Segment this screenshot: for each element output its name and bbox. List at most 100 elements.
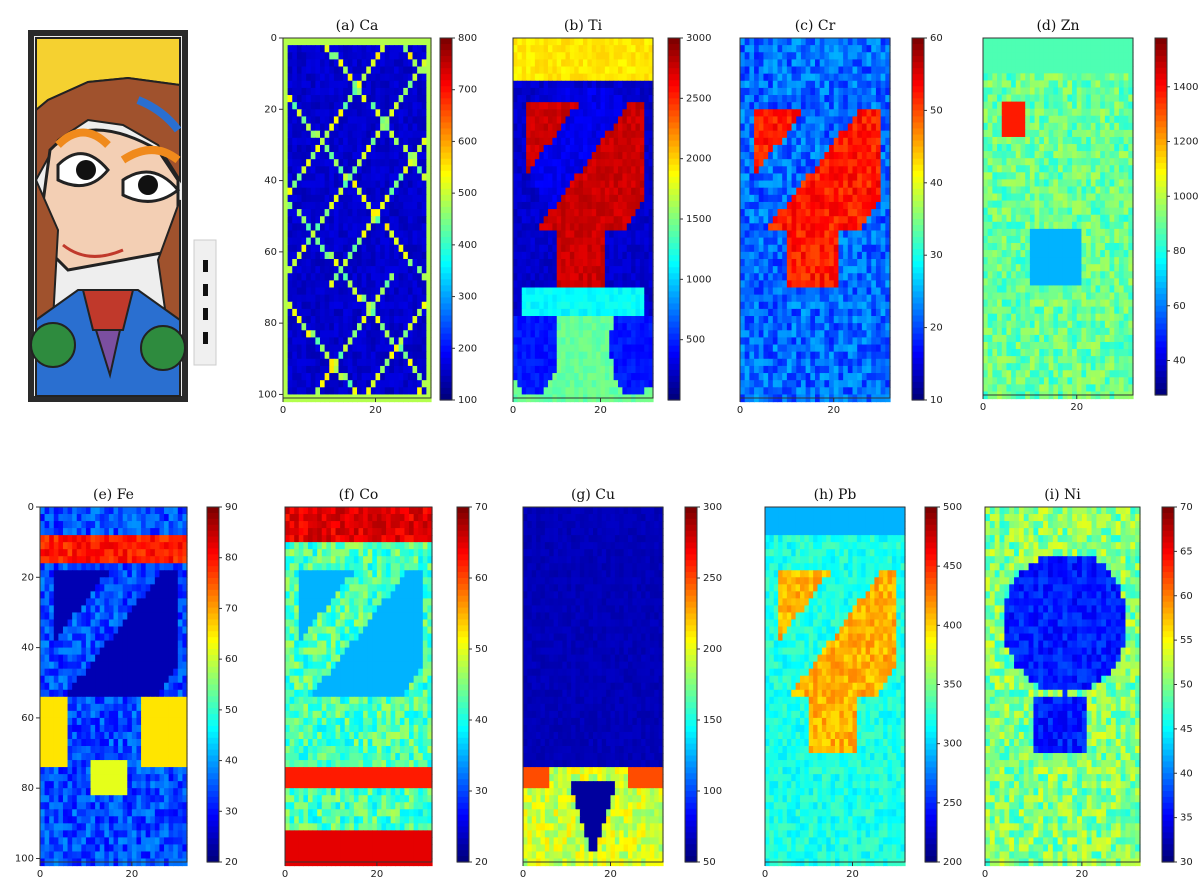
heatmap-cell	[569, 102, 575, 110]
heatmap-cell	[600, 266, 606, 274]
heatmap-cell	[768, 137, 774, 146]
heatmap-cell	[370, 308, 377, 317]
heatmap-cell	[375, 223, 381, 232]
heatmap-cell	[375, 230, 381, 239]
heatmap-cell	[283, 358, 289, 367]
heatmap-cell	[777, 38, 783, 46]
heatmap-cell	[412, 230, 418, 239]
heatmap-cell	[306, 230, 312, 239]
heatmap-cell	[847, 230, 854, 239]
heatmap-cell	[871, 266, 877, 274]
heatmap-cell	[366, 116, 372, 125]
heatmap-cell	[829, 380, 835, 388]
heatmap-cell	[866, 365, 872, 374]
heatmap-cell	[824, 144, 830, 153]
heatmap-cell	[819, 173, 825, 182]
heatmap-cell	[861, 330, 868, 339]
heatmap-cell	[758, 201, 765, 210]
heatmap-cell	[569, 380, 575, 388]
heatmap-cell	[412, 45, 418, 53]
heatmap-cell	[861, 109, 868, 118]
heatmap-cell	[810, 223, 816, 232]
heatmap-cell	[389, 273, 395, 281]
heatmap-cell	[315, 52, 321, 60]
heatmap-cell	[626, 209, 632, 217]
heatmap-cell	[421, 216, 427, 224]
heatmap-cell	[810, 280, 816, 289]
heatmap-cell	[347, 365, 353, 374]
heatmap-cell	[366, 323, 372, 331]
heatmap-cell	[749, 159, 755, 167]
heatmap-cell	[417, 337, 423, 346]
heatmap-cell	[744, 159, 750, 167]
heatmap-cell	[833, 80, 840, 89]
heatmap-cell	[819, 337, 825, 346]
heatmap-cell	[740, 194, 746, 203]
heatmap-cell	[819, 144, 825, 153]
heatmap-cell	[283, 244, 289, 253]
heatmap-cell	[521, 144, 527, 153]
heatmap-cell	[357, 308, 363, 317]
heatmap-cell	[394, 330, 400, 339]
heatmap-cell	[389, 351, 395, 360]
heatmap-cell	[635, 66, 641, 75]
heatmap-cell	[800, 330, 807, 339]
heatmap-cell	[838, 266, 844, 274]
heatmap-cell	[622, 123, 628, 132]
heatmap-cell	[782, 116, 788, 125]
heatmap-cell	[287, 237, 293, 246]
heatmap-cell	[609, 216, 615, 224]
heatmap-cell	[744, 223, 750, 232]
heatmap-cell	[596, 130, 602, 139]
heatmap-cell	[370, 95, 377, 103]
heatmap-cell	[292, 294, 298, 303]
heatmap-cell	[329, 209, 335, 217]
heatmap-cell	[287, 280, 293, 289]
heatmap-cell	[875, 201, 882, 210]
heatmap-cell	[810, 266, 816, 274]
heatmap-cell	[866, 116, 872, 125]
heatmap-cell	[521, 201, 527, 210]
heatmap-cell	[324, 38, 330, 46]
heatmap-cell	[543, 137, 549, 146]
heatmap-cell	[871, 187, 877, 196]
heatmap-cell	[569, 144, 575, 153]
heatmap-cell	[426, 358, 432, 367]
heatmap-cell	[283, 351, 289, 360]
heatmap-cell	[343, 365, 349, 374]
heatmap-cell	[648, 144, 654, 153]
heatmap-cell	[758, 216, 765, 224]
heatmap-cell	[296, 258, 303, 267]
heatmap-cell	[749, 109, 755, 118]
colorbar-segment	[440, 98, 452, 105]
heatmap-cell	[306, 280, 312, 289]
heatmap-cell	[569, 180, 575, 189]
heatmap-cell	[370, 159, 377, 167]
heatmap-cell	[871, 152, 877, 160]
heatmap-cell	[648, 166, 654, 175]
heatmap-cell	[819, 351, 825, 360]
heatmap-cell	[583, 66, 588, 75]
heatmap-cell	[380, 230, 386, 239]
heatmap-cell	[347, 130, 353, 139]
heatmap-cell	[357, 365, 363, 374]
heatmap-cell	[861, 159, 868, 167]
heatmap-cell	[315, 273, 321, 281]
heatmap-cell	[600, 166, 606, 175]
heatmap-cell	[626, 323, 632, 331]
heatmap-cell	[626, 387, 632, 396]
heatmap-cell	[578, 351, 584, 360]
heatmap-cell	[815, 123, 821, 132]
heatmap-cell	[357, 373, 363, 381]
heatmap-cell	[805, 80, 811, 89]
heatmap-cell	[861, 258, 868, 267]
heatmap-cell	[596, 95, 602, 103]
heatmap-cell	[315, 323, 321, 331]
colorbar-segment	[440, 279, 452, 286]
heatmap-cell	[591, 294, 597, 303]
heatmap-cell	[320, 323, 326, 331]
colorbar-segment	[668, 285, 680, 292]
heatmap-cell	[343, 187, 349, 196]
heatmap-cell	[782, 87, 788, 96]
